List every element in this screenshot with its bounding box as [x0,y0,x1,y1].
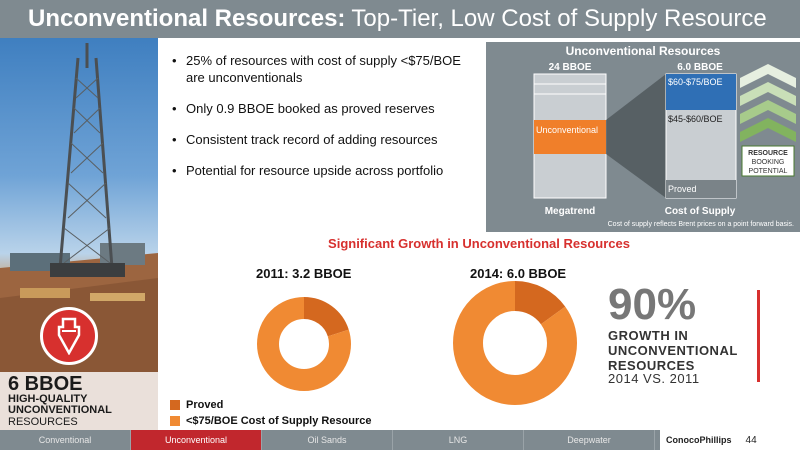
cost-segment-60-75 [666,74,736,110]
badge-line-3: RESOURCES [8,416,78,428]
stat-line-4: 2014 VS. 2011 [608,371,700,386]
company-logo: ConocoPhillips 44 [660,430,800,450]
tab-oil-sands[interactable]: Oil Sands [262,430,393,450]
growth-percent: 90% [608,280,697,329]
megatrend-unconventional-segment [534,120,606,154]
growth-title: Significant Growth in Unconventional Res… [328,236,630,251]
donut-chart-2014 [453,281,577,405]
side-label-1: RESOURCE [748,150,788,157]
donut-slice-resource [257,297,351,391]
stat-line-1: GROWTH IN [608,328,689,343]
tab-conventional[interactable]: Conventional [0,430,131,450]
tab-unconventional[interactable]: Unconventional [131,430,262,450]
segment-label-45-60: $45-$60/BOE [668,114,723,124]
resource-chart-panel: Unconventional Resources 24 BBOE 6.0 BBO… [486,42,800,232]
chart-title: Unconventional Resources [566,44,721,58]
connector-wedge [606,74,666,198]
donut-chart-2011 [257,297,351,391]
bar-total-megatrend: 24 BBOE [549,62,592,73]
up-arrows-icon [740,64,796,142]
bullet-item: Potential for resource upside across por… [172,162,472,179]
bullet-list: 25% of resources with cost of supply <$7… [172,52,472,193]
stat-line-3: RESOURCES [608,358,695,373]
title-bar: Unconventional Resources: Top-Tier, Low … [0,0,800,38]
side-label-2: BOOKING [752,159,785,166]
legend-swatch-proved [170,400,180,410]
cost-segment-proved [666,180,736,198]
resource-badge: 6 BBOE HIGH-QUALITY UNCONVENTIONAL RESOU… [0,372,158,430]
category-megatrend: Megatrend [545,206,596,217]
growth-stat: 90% GROWTH IN UNCONVENTIONAL RESOURCES 2… [608,280,768,386]
page-title-bold: Unconventional Resources: [28,5,346,32]
bar-total-cost: 6.0 BBOE [677,62,723,73]
bullet-item: Consistent track record of adding resour… [172,131,472,148]
side-label-3: POTENTIAL [749,168,788,175]
bullet-item: 25% of resources with cost of supply <$7… [172,52,472,86]
tab-deepwater[interactable]: Deepwater [524,430,655,450]
category-cost: Cost of Supply [665,206,736,217]
bullet-item: Only 0.9 BBOE booked as proved reserves [172,100,472,117]
donut-label-2011: 2011: 3.2 BBOE [256,266,352,281]
segment-label-60-75: $60-$75/BOE [668,77,723,87]
stat-accent-line [757,290,760,382]
donut-legend: Proved <$75/BOE Cost of Supply Resource [170,397,372,429]
page-title-light: Top-Tier, Low Cost of Supply Resource [351,5,767,32]
logo-text: ConocoPhillips [666,435,732,445]
donut-label-2014: 2014: 6.0 BBOE [470,266,567,281]
page-number: 44 [745,434,757,446]
footer-nav: Conventional Unconventional Oil Sands LN… [0,430,800,450]
tab-lng[interactable]: LNG [393,430,524,450]
badge-line-2: UNCONVENTIONAL [8,404,112,416]
legend-swatch-resource [170,416,180,426]
stat-line-2: UNCONVENTIONAL [608,343,738,358]
badge-value: 6 BBOE [8,373,83,395]
segment-label-proved: Proved [668,184,697,194]
legend-label: Proved [186,399,224,411]
badge-line-1: HIGH-QUALITY [8,393,88,405]
unconventional-label: Unconventional [536,125,598,135]
legend-item-proved: Proved [170,397,372,413]
drill-bit-icon [40,307,98,365]
legend-item-resource: <$75/BOE Cost of Supply Resource [170,413,372,429]
chart-footnote: Cost of supply reflects Brent prices on … [608,221,794,228]
legend-label: <$75/BOE Cost of Supply Resource [186,415,372,427]
donut-slice-resource [453,281,577,405]
